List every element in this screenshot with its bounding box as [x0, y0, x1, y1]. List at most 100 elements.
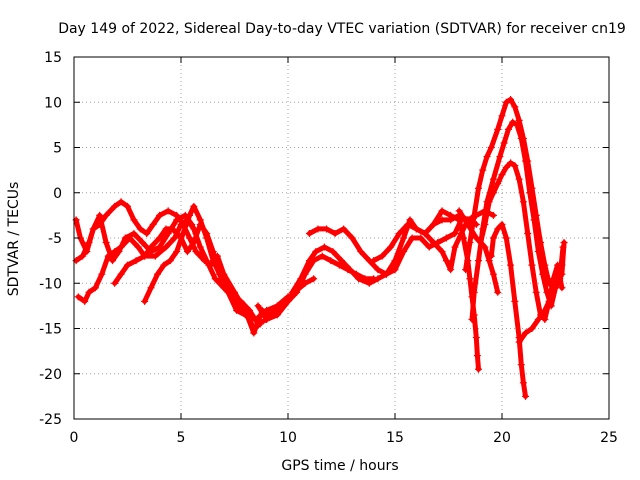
data-point [391, 266, 399, 274]
data-point [502, 234, 510, 242]
data-point [138, 239, 146, 247]
data-point [233, 306, 241, 314]
data-point [335, 261, 343, 269]
axis-ticks: 0 5 10 15 20 25 -25 -20 -15 -10 -5 0 5 10 15 [39, 50, 618, 446]
data-point [526, 189, 534, 197]
data-point [132, 257, 140, 265]
y-tick-label: -25 [39, 412, 62, 428]
data-point [117, 270, 125, 278]
data-point [173, 248, 181, 256]
data-point [517, 134, 525, 142]
data-point [447, 266, 455, 274]
data-point [153, 270, 161, 278]
x-tick-label: 15 [386, 430, 404, 446]
data-point [164, 207, 172, 215]
data-point [365, 279, 373, 287]
y-tick-label: 10 [44, 95, 62, 111]
data-point [374, 266, 382, 274]
data-point [374, 275, 382, 283]
data-point [430, 239, 438, 247]
data-point [168, 225, 176, 233]
data-point [479, 166, 487, 174]
y-tick-label: 15 [44, 50, 62, 66]
data-point [177, 220, 185, 228]
data-point [485, 198, 493, 206]
data-point [192, 248, 200, 256]
data-point [430, 220, 438, 228]
data-point [111, 202, 119, 210]
y-tick-label: -5 [48, 231, 62, 247]
data-point [338, 257, 345, 265]
data-point [517, 361, 525, 369]
data-point [147, 243, 155, 251]
data-point [111, 248, 119, 256]
data-point [438, 216, 446, 224]
data-point [511, 162, 519, 170]
data-point [235, 302, 243, 310]
data-point [513, 121, 521, 129]
data-point [532, 288, 540, 296]
data-point [205, 261, 213, 269]
data-point [489, 175, 497, 183]
data-point [96, 220, 104, 228]
data-point [528, 261, 536, 269]
data-point [310, 275, 318, 283]
y-axis-label: SDTVAR / TECUs [6, 182, 22, 297]
data-point [228, 293, 236, 301]
chart-title: Day 149 of 2022, Sidereal Day-to-day VTE… [58, 21, 626, 37]
data-point [494, 180, 502, 188]
data-point [515, 116, 523, 124]
data-point [498, 112, 506, 120]
data-point [442, 257, 450, 265]
data-point [412, 225, 420, 233]
data-point [318, 252, 326, 260]
data-point [425, 243, 433, 251]
data-point [149, 220, 157, 228]
data-point [329, 248, 337, 256]
data-point [147, 284, 155, 292]
series-line [142, 203, 263, 331]
data-point [530, 216, 538, 224]
data-point [489, 189, 497, 197]
data-point [305, 229, 313, 237]
data-point [466, 239, 474, 247]
data-point [400, 234, 408, 242]
data-point [487, 144, 495, 151]
data-point [323, 225, 331, 233]
data-point [263, 306, 271, 314]
x-tick-label: 10 [279, 430, 297, 446]
data-point [507, 96, 515, 104]
data-point [534, 248, 542, 256]
y-tick-label: 0 [53, 186, 62, 202]
data-point [85, 288, 93, 296]
data-point [211, 275, 219, 283]
data-point [485, 257, 493, 265]
data-point [519, 198, 527, 206]
data-point [305, 257, 313, 265]
data-point [504, 125, 512, 133]
data-point [357, 248, 365, 256]
data-point [273, 311, 281, 319]
data-point [124, 261, 131, 269]
data-point [162, 243, 170, 251]
data-point [126, 234, 134, 242]
data-point [447, 211, 455, 219]
data-point [511, 297, 519, 305]
data-point [130, 229, 138, 237]
data-point [554, 279, 562, 287]
data-point [102, 239, 110, 247]
data-point [288, 288, 296, 296]
data-point [489, 234, 497, 242]
data-point [183, 248, 191, 256]
series-track-4 [141, 202, 264, 332]
data-point [346, 266, 354, 274]
data-point [141, 252, 149, 260]
data-point [470, 288, 478, 296]
data-point [511, 103, 519, 111]
data-point [245, 306, 253, 314]
x-tick-label: 20 [493, 430, 511, 446]
data-point [528, 325, 536, 332]
data-point [143, 229, 151, 237]
data-point [558, 284, 566, 292]
